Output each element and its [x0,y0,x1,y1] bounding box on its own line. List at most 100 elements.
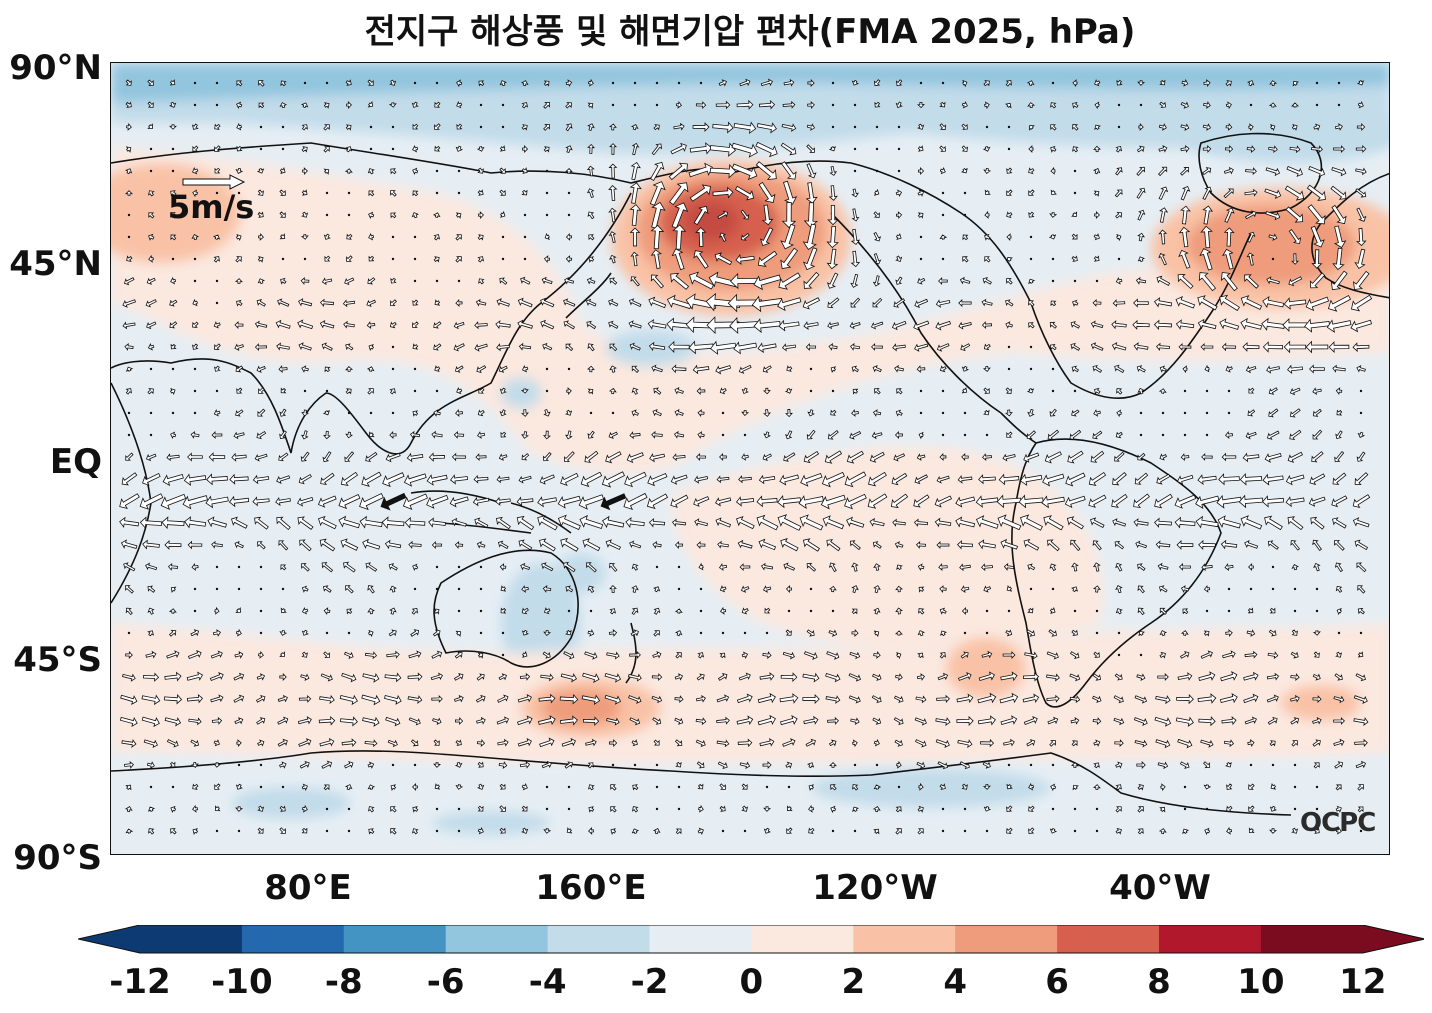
colorbar-tick-label: 2 [841,962,866,1002]
wind-vector-arrow [278,540,289,551]
wind-vector-arrow [1093,190,1100,197]
wind-vector-arrow [235,278,243,284]
wind-vector-arrow [456,387,463,395]
wind-vector-arrow [695,227,707,247]
wind-vector-arrow [689,142,713,155]
wind-vector-arrow [851,208,860,222]
wind-vector-dot [281,785,285,789]
wind-vector-arrow [211,716,223,725]
wind-vector-arrow [757,342,777,354]
wind-vector-arrow [474,343,488,352]
wind-vector-arrow [368,190,375,197]
lat-label-eq: EQ [49,442,102,482]
wind-vector-arrow [956,693,974,704]
wind-vector-arrow [1006,233,1012,242]
wind-vector-arrow [478,387,485,394]
colorbar-tick-label: -2 [630,962,669,1002]
wind-vector-dot [1183,785,1187,789]
wind-vector-arrow [1354,248,1366,269]
wind-vector-arrow [961,386,968,394]
wind-vector-arrow [1094,387,1101,395]
wind-vector-arrow [186,671,204,681]
wind-vector-arrow [913,320,930,331]
wind-vector-arrow [829,165,838,176]
wind-vector-arrow [828,562,837,573]
wind-vector-arrow [539,538,556,552]
wind-vector-arrow [849,540,861,551]
wind-vector-arrow [1356,562,1367,573]
wind-vector-arrow [587,430,595,439]
wind-vector-arrow [916,365,926,373]
wind-vector-dot [369,125,373,129]
wind-vector-arrow [1093,739,1101,747]
wind-vector-arrow [1355,673,1366,682]
wind-vector-arrow [320,673,333,682]
wind-vector-arrow [434,101,441,108]
wind-vector-arrow [895,232,902,241]
colorbar-tick-label: 4 [943,962,968,1002]
wind-vector-arrow [781,161,797,180]
wind-vector-dot [611,103,615,107]
wind-vector-dot [853,763,857,767]
wind-vector-arrow [609,343,618,352]
wind-vector-dot [215,301,219,305]
wind-vector-arrow [1335,784,1342,791]
wind-vector-dot [699,81,703,85]
wind-vector-arrow [543,607,551,615]
wind-vector-arrow [1201,563,1213,572]
wind-vector-arrow [188,717,202,726]
wind-vector-arrow [582,538,601,552]
colorbar-tick-label: -4 [528,962,567,1002]
wind-vector-arrow [670,474,688,485]
wind-vector-arrow [896,388,903,395]
wind-vector-dot [259,785,263,789]
wind-vector-arrow [228,495,250,508]
wind-vector-arrow [451,452,466,462]
wind-vector-arrow [367,79,374,86]
wind-vector-arrow [119,716,138,728]
wind-vector-arrow [1094,211,1100,219]
wind-vector-arrow [322,410,330,416]
wind-vector-arrow [1114,739,1124,748]
wind-vector-arrow [1220,272,1238,292]
wind-vector-arrow [499,145,506,152]
wind-vector-arrow [1336,607,1342,616]
wind-vector-arrow [431,694,443,703]
wind-vector-arrow [1137,585,1145,594]
wind-vector-arrow [1355,145,1367,153]
wind-vector-arrow [917,212,924,219]
wind-vector-arrow [668,340,690,354]
wind-vector-arrow [455,739,462,747]
wind-vector-dot [171,785,175,789]
wind-vector-arrow [1328,341,1350,353]
wind-vector-arrow [716,694,730,703]
wind-vector-arrow [760,78,773,87]
wind-vector-arrow [697,431,705,439]
wind-vector-arrow [710,340,737,355]
wind-vector-arrow [499,827,506,834]
wind-vector-arrow [234,540,244,549]
wind-vector-arrow [1226,805,1233,812]
wind-vector-arrow [323,607,331,616]
wind-vector-arrow [940,630,948,637]
wind-vector-arrow [718,563,728,571]
wind-vector-arrow [412,783,418,791]
wind-vector-arrow [1203,101,1211,109]
wind-vector-arrow [500,431,507,438]
wind-vector-arrow [872,717,882,725]
wind-vector-arrow [390,190,397,197]
wind-vector-arrow [388,102,397,108]
wind-vector-arrow [477,826,484,835]
wind-vector-arrow [258,80,265,87]
wind-vector-arrow [939,365,947,373]
wind-vector-arrow [764,607,771,614]
wind-vector-arrow [1332,472,1347,485]
wind-vector-arrow [1071,211,1078,217]
wind-vector-arrow [426,474,448,486]
wind-vector-arrow [453,321,465,330]
wind-vector-arrow [1204,364,1210,373]
wind-vector-dot [1227,609,1231,613]
wind-vector-arrow [499,783,506,790]
wind-vector-arrow [759,737,775,747]
wind-vector-dot [1051,587,1055,591]
